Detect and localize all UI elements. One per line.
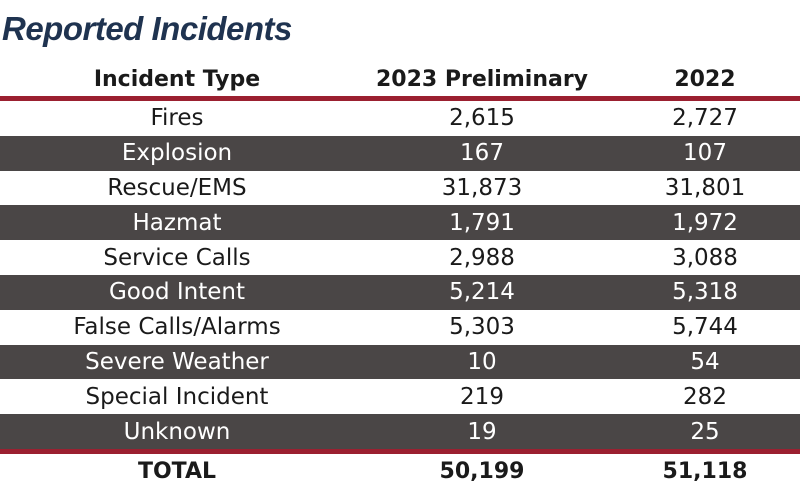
value-2022-cell: 107: [683, 140, 727, 167]
incident-type-cell: Rescue/EMS: [107, 174, 247, 201]
header-rule: [0, 96, 800, 101]
table-header: Incident Type 2023 Preliminary 2022: [0, 62, 800, 96]
incident-type-cell: Severe Weather: [85, 348, 269, 375]
incident-type-cell: Unknown: [123, 418, 231, 445]
value-2022-cell: 5,744: [672, 314, 738, 341]
incident-type-cell: Hazmat: [132, 209, 222, 236]
value-2023-cell: 2,615: [449, 105, 515, 132]
column-header-2023-preliminary: 2023 Preliminary: [375, 66, 589, 92]
incident-type-cell: Good Intent: [108, 279, 245, 306]
value-2022-cell: 54: [690, 348, 720, 375]
incident-type-cell: Explosion: [121, 140, 233, 167]
total-2023-value: 50,199: [439, 459, 525, 485]
value-2023-cell: 19: [467, 418, 497, 445]
column-header-2022: 2022: [674, 66, 736, 92]
total-rule: [0, 448, 800, 454]
incident-type-cell: Service Calls: [103, 244, 251, 271]
value-2023-cell: 5,214: [449, 279, 515, 306]
total-label: TOTAL: [137, 459, 217, 485]
page-title: Reported Incidents: [2, 10, 292, 47]
incident-type-cell: Fires: [150, 105, 204, 132]
value-2023-cell: 219: [460, 383, 504, 410]
value-2022-cell: 282: [683, 383, 727, 410]
table-row: Fires 2,615 2,727: [0, 101, 800, 136]
incident-type-cell: False Calls/Alarms: [73, 314, 281, 341]
total-2022-value: 51,118: [662, 459, 748, 485]
table-row: Special Incident 219 282: [0, 379, 800, 414]
total-row: TOTAL 50,199 51,118: [0, 454, 800, 490]
table-row: Good Intent 5,214 5,318: [0, 274, 800, 310]
incidents-table: Incident Type 2023 Preliminary 2022 Fire…: [0, 62, 800, 490]
value-2022-cell: 31,801: [664, 174, 746, 201]
value-2022-cell: 2,727: [672, 105, 738, 132]
table-row: False Calls/Alarms 5,303 5,744: [0, 310, 800, 345]
table-row: Hazmat 1,791 1,972: [0, 205, 800, 241]
value-2022-cell: 5,318: [672, 279, 738, 306]
value-2023-cell: 5,303: [449, 314, 515, 341]
value-2023-cell: 2,988: [449, 244, 515, 271]
value-2022-cell: 25: [690, 418, 720, 445]
value-2023-cell: 1,791: [449, 209, 515, 236]
table-row: Rescue/EMS 31,873 31,801: [0, 171, 800, 206]
value-2023-cell: 167: [460, 140, 504, 167]
value-2022-cell: 3,088: [672, 244, 738, 271]
value-2022-cell: 1,972: [672, 209, 738, 236]
value-2023-cell: 10: [467, 348, 497, 375]
column-header-incident-type: Incident Type: [93, 66, 261, 92]
table-row: Service Calls 2,988 3,088: [0, 240, 800, 275]
incident-type-cell: Special Incident: [85, 383, 269, 410]
table-row: Explosion 167 107: [0, 135, 800, 171]
value-2023-cell: 31,873: [441, 174, 523, 201]
table-row: Unknown 19 25: [0, 414, 800, 449]
table-row: Severe Weather 10 54: [0, 344, 800, 380]
